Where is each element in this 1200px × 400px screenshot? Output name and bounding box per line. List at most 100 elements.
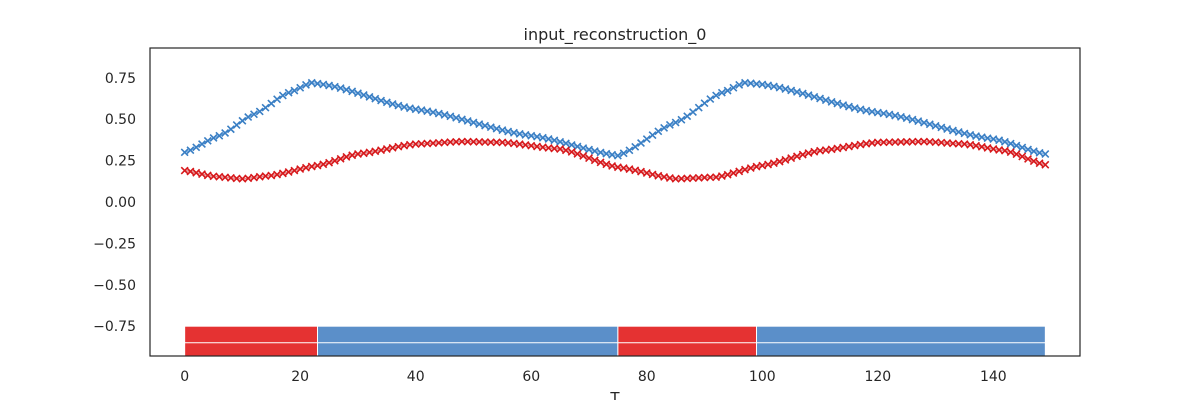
series-0-point bbox=[920, 118, 929, 127]
series-0-point bbox=[509, 128, 518, 137]
x-tick-label: 60 bbox=[522, 369, 540, 385]
series-0-point bbox=[429, 108, 438, 117]
series-0-point bbox=[972, 132, 980, 141]
series-1-point bbox=[735, 167, 744, 176]
series-0-point bbox=[798, 89, 807, 98]
series-0-point bbox=[1024, 145, 1032, 154]
series-1-point bbox=[712, 173, 721, 182]
series-0-point bbox=[585, 145, 593, 154]
series-1-point bbox=[781, 155, 790, 164]
series-0-point bbox=[533, 132, 541, 141]
series-1-point bbox=[348, 151, 357, 160]
series-1-point bbox=[660, 172, 669, 181]
series-0-point bbox=[700, 99, 709, 108]
series-0-point bbox=[914, 117, 923, 126]
series-0-point bbox=[1035, 148, 1044, 157]
series-0-point bbox=[625, 146, 634, 155]
x-tick-label: 140 bbox=[980, 369, 1007, 385]
series-0-point bbox=[469, 118, 478, 127]
series-0-point bbox=[885, 110, 894, 119]
series-0-point bbox=[1041, 150, 1050, 158]
series-0-point bbox=[250, 110, 258, 119]
series-0-point bbox=[648, 131, 657, 140]
series-1-point bbox=[608, 161, 617, 170]
series-0-point bbox=[689, 108, 697, 117]
series-0-point bbox=[226, 125, 235, 134]
series-0-point bbox=[833, 99, 842, 108]
series-1-point bbox=[573, 149, 582, 158]
series-1-point bbox=[764, 160, 773, 169]
series-1-point bbox=[382, 145, 391, 153]
series-0-point bbox=[717, 88, 726, 97]
series-0-point bbox=[180, 148, 189, 157]
series-0-point bbox=[619, 149, 628, 158]
series-0-point bbox=[278, 91, 287, 100]
series-1-point bbox=[325, 158, 334, 167]
series-0-point bbox=[590, 147, 599, 156]
y-tick-label: −0.25 bbox=[93, 236, 136, 252]
series-0-point bbox=[186, 146, 195, 155]
series-1-point bbox=[388, 143, 397, 152]
series-0-point bbox=[400, 103, 409, 111]
series-1-point bbox=[804, 149, 813, 158]
series-0-point bbox=[781, 85, 790, 93]
series-0-point bbox=[613, 151, 622, 160]
y-tick-label: −0.50 bbox=[93, 278, 136, 294]
series-0-point bbox=[1000, 137, 1009, 146]
series-0-point bbox=[943, 125, 952, 133]
series-0-point bbox=[844, 102, 853, 111]
series-0-point bbox=[954, 128, 963, 136]
series-1-point bbox=[596, 158, 605, 167]
x-tick-label: 100 bbox=[749, 369, 776, 385]
series-1-point bbox=[758, 161, 767, 170]
y-tick-label: 0.25 bbox=[105, 154, 136, 170]
series-1-point bbox=[810, 147, 819, 156]
series-1-point bbox=[1018, 152, 1027, 161]
series-1-point bbox=[284, 168, 293, 176]
series-0-point bbox=[792, 87, 801, 96]
series-0-point bbox=[850, 104, 859, 112]
series-1-point bbox=[192, 168, 201, 177]
x-tick-label: 120 bbox=[864, 369, 891, 385]
series-1-point bbox=[278, 169, 287, 178]
series-1-point bbox=[585, 154, 593, 163]
series-0-point bbox=[735, 80, 744, 89]
series-1-point bbox=[492, 138, 501, 147]
series-0-point bbox=[405, 104, 414, 113]
series-0-point bbox=[856, 105, 865, 114]
series-0-point bbox=[290, 86, 299, 95]
x-tick-label: 20 bbox=[291, 369, 309, 385]
series-0-point bbox=[677, 115, 686, 124]
series-1-point bbox=[792, 152, 801, 161]
series-1-point bbox=[752, 162, 761, 171]
series-1-point bbox=[394, 142, 403, 151]
series-0-point bbox=[631, 142, 640, 151]
y-tick-label: −0.75 bbox=[93, 319, 136, 335]
series-0-point bbox=[637, 139, 645, 147]
series-0-point bbox=[486, 123, 495, 132]
series-1-point bbox=[746, 164, 755, 172]
series-0-point bbox=[244, 113, 253, 121]
series-0-point bbox=[891, 111, 900, 120]
series-0-point bbox=[816, 94, 825, 103]
series-1-point bbox=[371, 147, 380, 156]
series-0-point bbox=[463, 116, 472, 125]
series-0-point bbox=[319, 80, 328, 89]
series-0-point bbox=[683, 112, 692, 121]
series-0 bbox=[180, 78, 1050, 160]
series-1-point bbox=[365, 148, 374, 157]
series-1-point bbox=[273, 170, 282, 179]
x-axis: 0 20 40 60 80 100 120 140 bbox=[180, 369, 1007, 385]
x-axis-label: T bbox=[609, 389, 620, 400]
series-0-point bbox=[238, 116, 247, 125]
series-0-point bbox=[556, 137, 565, 146]
series-1-point bbox=[619, 164, 628, 173]
series-1-point bbox=[972, 141, 980, 150]
series-0-point bbox=[504, 127, 513, 136]
series-1-point bbox=[313, 161, 322, 170]
series-0-point bbox=[388, 100, 397, 108]
series-1-point bbox=[198, 170, 206, 179]
segment-3 bbox=[756, 325, 1046, 356]
series-0-point bbox=[769, 82, 778, 91]
